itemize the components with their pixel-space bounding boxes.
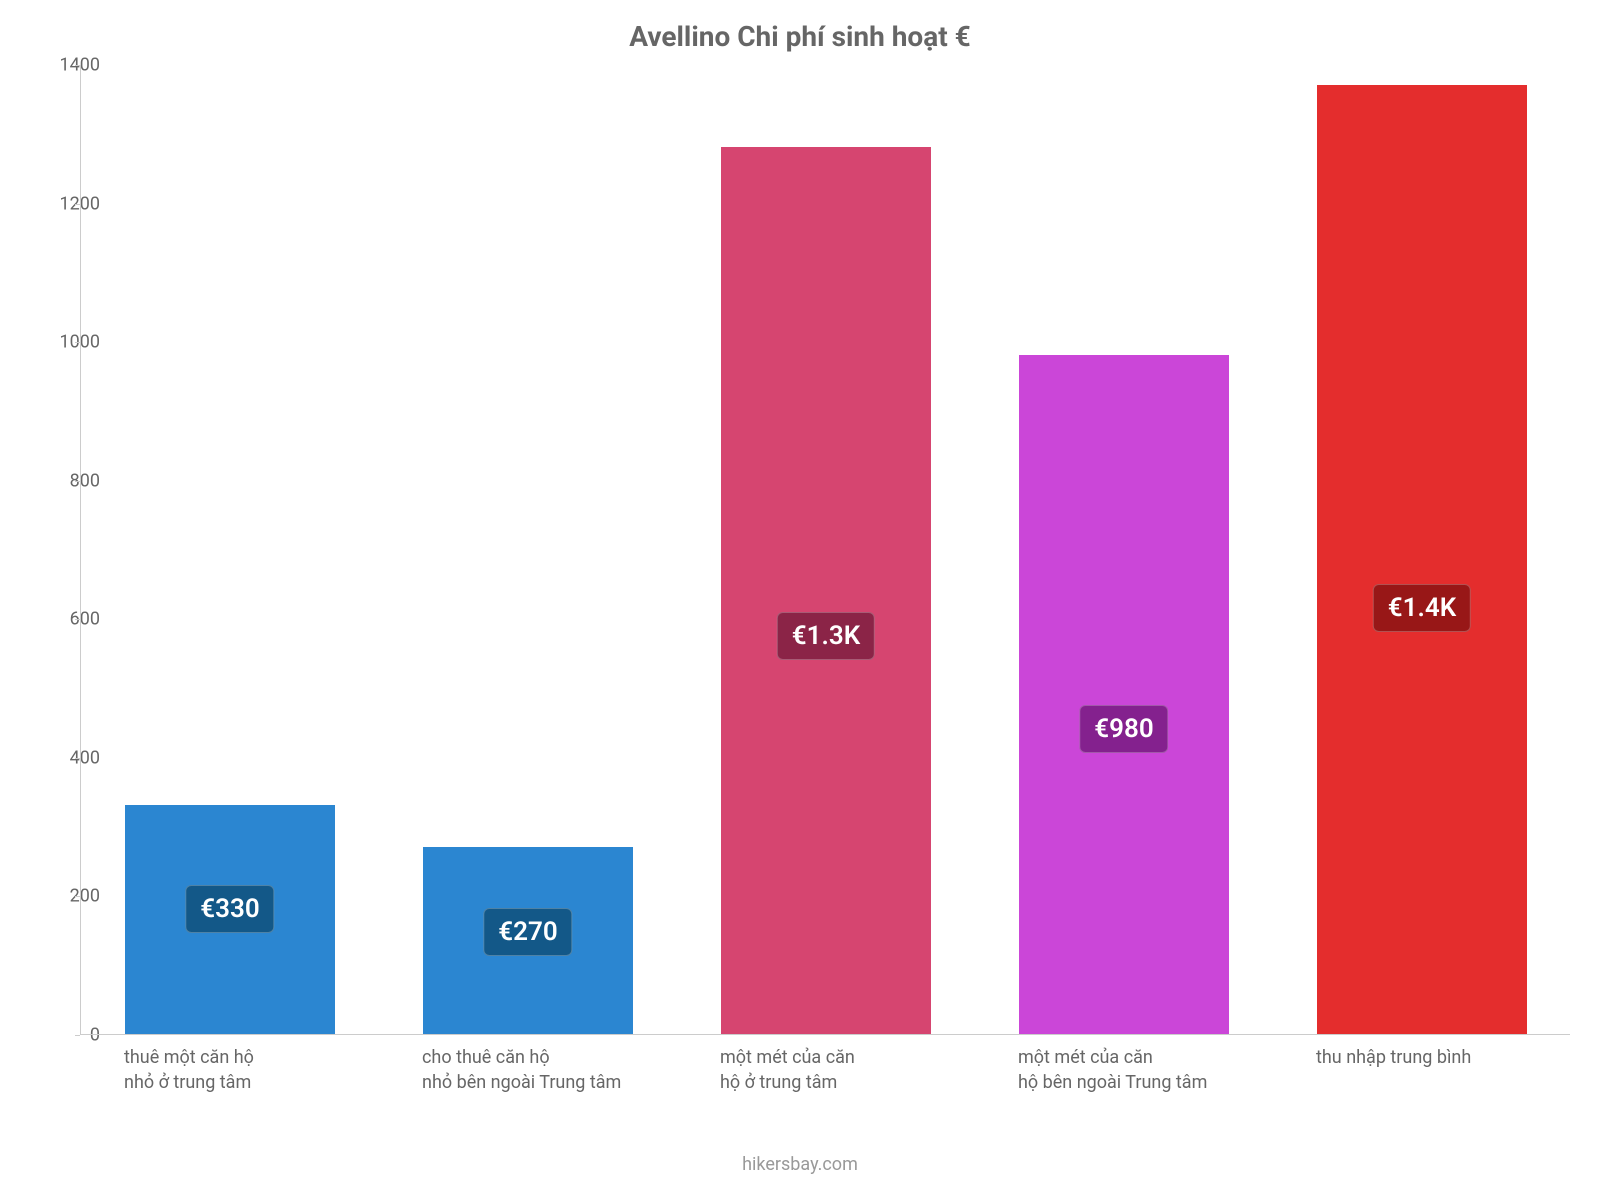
bar-value-badge: €330 xyxy=(185,885,274,933)
attribution: hikersbay.com xyxy=(0,1154,1600,1175)
bar xyxy=(1019,355,1229,1034)
bar-value-badge: €1.3K xyxy=(777,612,875,660)
bar xyxy=(721,147,931,1034)
x-axis-label: một mét của căn hộ bên ngoài Trung tâm xyxy=(1018,1045,1288,1095)
bar-value-badge: €1.4K xyxy=(1373,584,1471,632)
plot-area: €330 €270 €1.3K €980 €1.4K xyxy=(80,65,1570,1035)
x-axis-label: cho thuê căn hộ nhỏ bên ngoài Trung tâm xyxy=(422,1045,692,1095)
x-axis-label: một mét của căn hộ ở trung tâm xyxy=(720,1045,990,1095)
bar-value-badge: €980 xyxy=(1079,705,1168,753)
y-tick-mark xyxy=(75,1035,80,1036)
cost-of-living-chart: Avellino Chi phí sinh hoạt € 02004006008… xyxy=(0,0,1600,1200)
x-axis-label: thu nhập trung bình xyxy=(1316,1045,1586,1070)
bar xyxy=(1317,85,1527,1034)
bar-value-badge: €270 xyxy=(483,908,572,956)
x-axis-label: thuê một căn hộ nhỏ ở trung tâm xyxy=(124,1045,394,1095)
chart-title: Avellino Chi phí sinh hoạt € xyxy=(0,20,1600,53)
